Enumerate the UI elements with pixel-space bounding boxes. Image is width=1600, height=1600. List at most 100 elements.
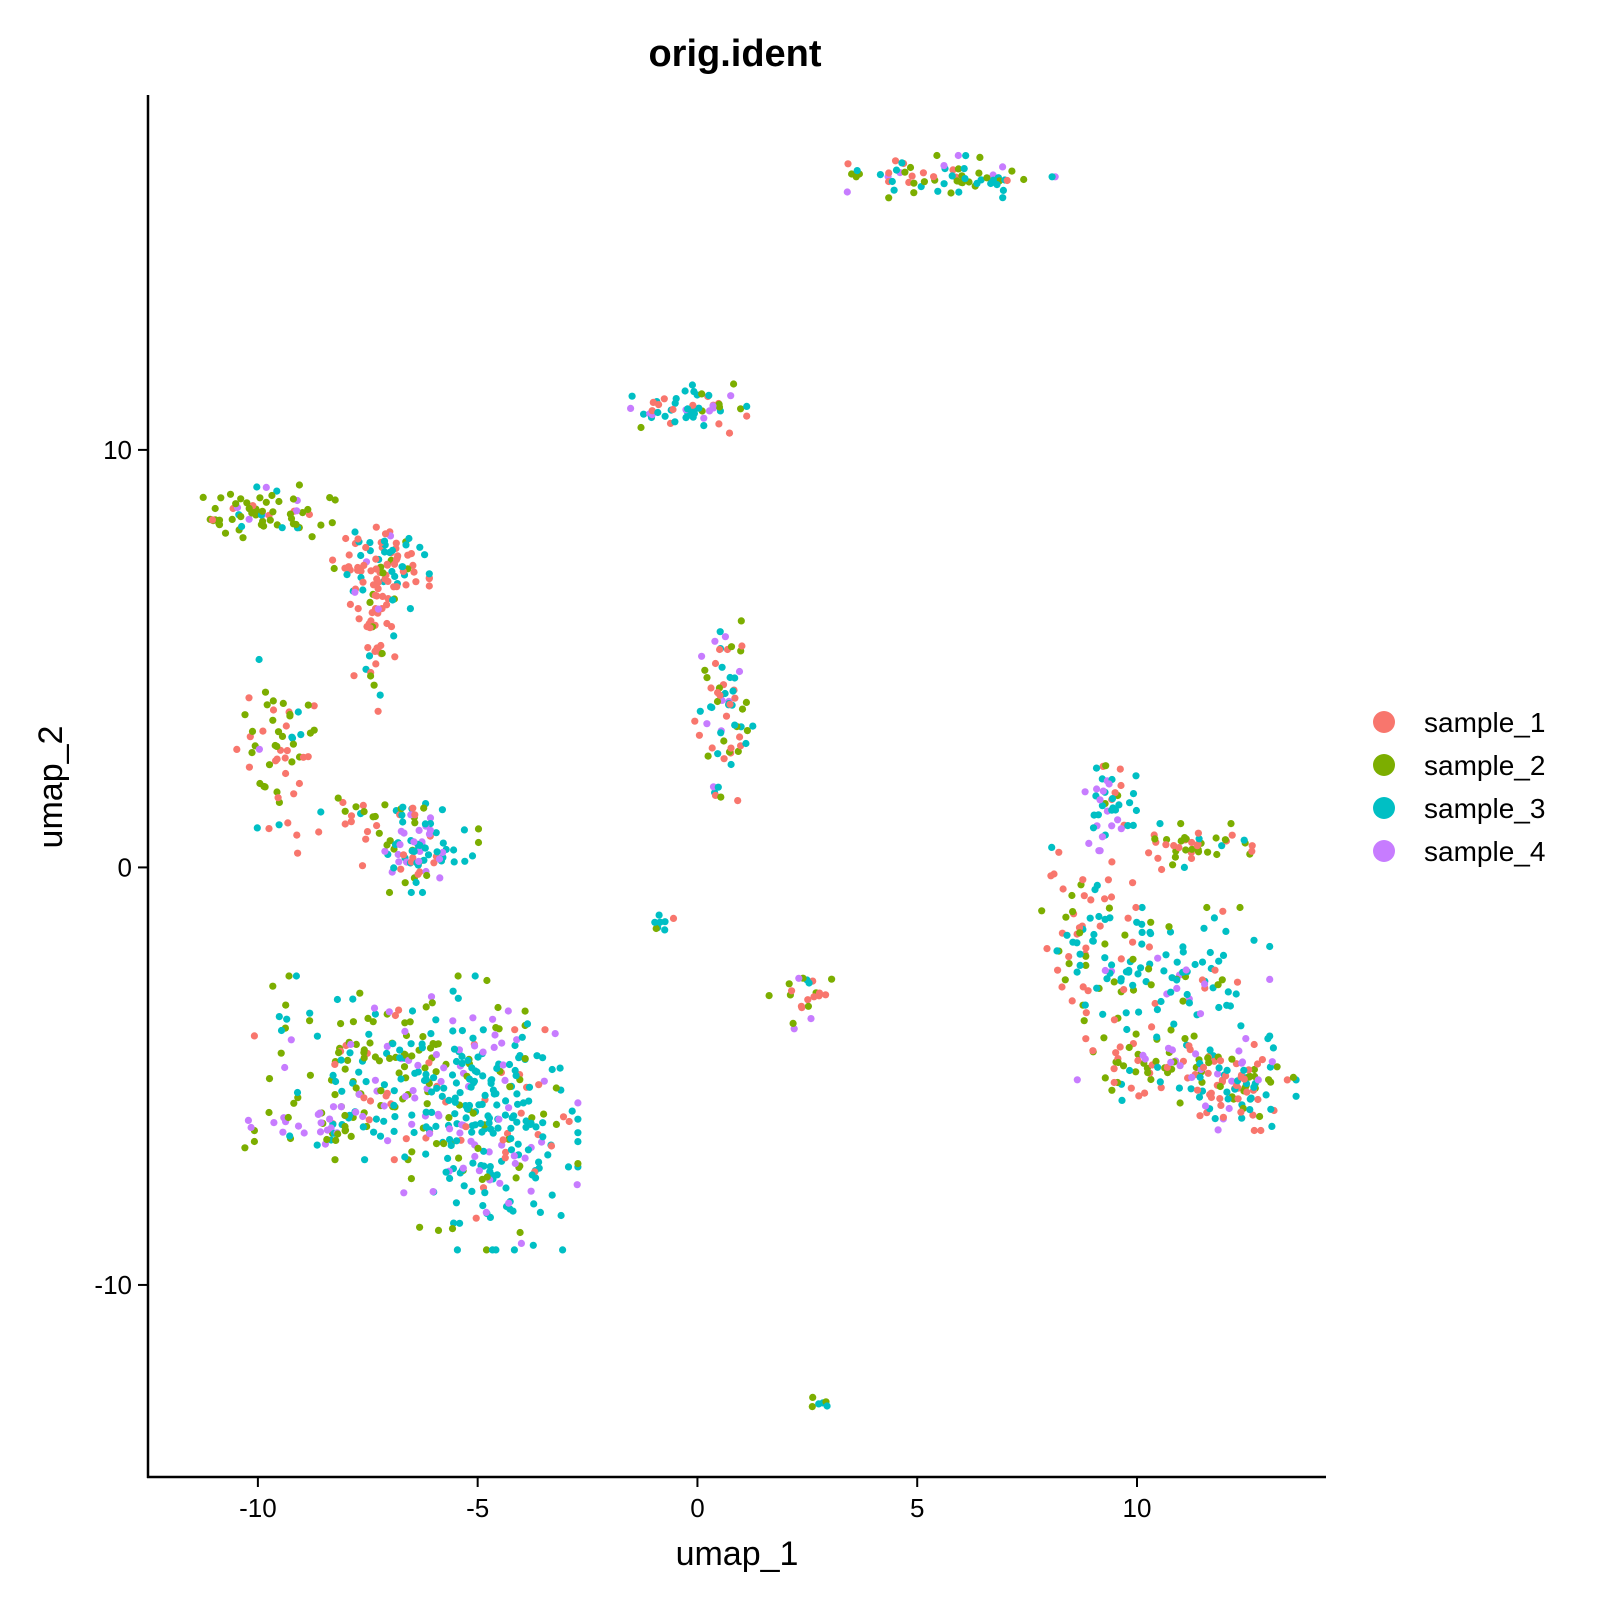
data-point-sample_1 xyxy=(1075,924,1084,932)
data-point-sample_3 xyxy=(518,1033,526,1041)
data-point-sample_1 xyxy=(250,1032,258,1040)
data-point-sample_1 xyxy=(366,1097,375,1105)
data-point-sample_3 xyxy=(1101,915,1109,924)
data-point-sample_2 xyxy=(408,1148,416,1156)
data-point-sample_3 xyxy=(1108,961,1116,969)
data-point-sample_4 xyxy=(491,1031,499,1039)
data-point-sample_2 xyxy=(1177,820,1185,828)
data-point-sample_1 xyxy=(1079,876,1087,884)
data-point-sample_2 xyxy=(954,165,963,173)
data-point-sample_4 xyxy=(521,1154,529,1162)
data-point-sample_1 xyxy=(354,535,362,543)
data-point-sample_2 xyxy=(516,1228,524,1237)
data-point-sample_1 xyxy=(1124,914,1132,922)
data-point-sample_3 xyxy=(1191,960,1199,969)
data-point-sample_1 xyxy=(347,812,356,820)
data-point-sample_3 xyxy=(1179,948,1187,956)
data-point-sample_4 xyxy=(383,1042,391,1050)
data-point-sample_1 xyxy=(383,601,391,609)
data-point-sample_2 xyxy=(407,1175,415,1183)
data-point-sample_3 xyxy=(333,995,341,1004)
data-point-sample_3 xyxy=(1076,961,1084,970)
data-point-sample_3 xyxy=(529,1241,537,1249)
data-point-sample_2 xyxy=(262,498,270,506)
data-point-sample_3 xyxy=(493,1064,501,1072)
data-point-sample_1 xyxy=(1110,1078,1118,1087)
data-point-sample_3 xyxy=(461,857,469,865)
data-point-sample_4 xyxy=(703,720,711,728)
data-point-sample_1 xyxy=(304,753,312,761)
data-point-sample_3 xyxy=(1250,1083,1258,1091)
data-point-sample_1 xyxy=(1196,1112,1204,1120)
data-point-sample_4 xyxy=(326,1115,334,1123)
data-point-sample_2 xyxy=(1082,961,1090,970)
data-point-sample_2 xyxy=(432,1140,441,1148)
data-point-sample_3 xyxy=(418,1044,426,1052)
data-point-sample_3 xyxy=(422,1150,430,1158)
legend-swatch xyxy=(1373,711,1395,733)
legend-swatch xyxy=(1373,754,1395,776)
data-point-sample_4 xyxy=(1238,1059,1246,1067)
data-point-sample_3 xyxy=(1090,930,1098,939)
data-point-sample_2 xyxy=(1147,981,1155,989)
data-point-sample_1 xyxy=(1108,858,1116,866)
data-point-sample_3 xyxy=(337,1056,345,1064)
data-point-sample_2 xyxy=(277,1049,285,1057)
data-point-sample_3 xyxy=(1162,951,1170,959)
data-point-sample_1 xyxy=(1234,1095,1242,1103)
data-point-sample_2 xyxy=(1068,891,1076,900)
data-point-sample_1 xyxy=(1237,1108,1245,1116)
data-point-sample_2 xyxy=(1020,175,1028,184)
data-point-sample_2 xyxy=(341,1111,349,1120)
x-tick-label: 10 xyxy=(1123,1493,1152,1523)
data-point-sample_3 xyxy=(433,1084,441,1092)
data-point-sample_3 xyxy=(458,1027,466,1035)
data-point-sample_1 xyxy=(1193,1086,1202,1094)
data-point-sample_3 xyxy=(962,152,970,160)
data-point-sample_2 xyxy=(323,1135,331,1144)
data-point-sample_3 xyxy=(1224,988,1232,996)
data-point-sample_3 xyxy=(253,824,261,832)
data-point-sample_3 xyxy=(535,1158,543,1166)
data-point-sample_3 xyxy=(1262,1091,1270,1099)
data-point-sample_3 xyxy=(372,1115,380,1123)
data-point-sample_1 xyxy=(293,831,301,839)
data-point-sample_2 xyxy=(1102,762,1110,770)
data-point-sample_1 xyxy=(734,797,742,805)
data-point-sample_3 xyxy=(317,808,325,816)
data-point-sample_2 xyxy=(256,779,264,788)
data-point-sample_2 xyxy=(737,617,745,625)
data-point-sample_2 xyxy=(734,747,742,756)
data-point-sample_3 xyxy=(238,522,246,531)
data-point-sample_4 xyxy=(314,1110,322,1118)
data-point-sample_2 xyxy=(261,688,270,696)
data-point-sample_2 xyxy=(1236,903,1244,912)
data-point-sample_4 xyxy=(1098,833,1106,841)
data-point-sample_2 xyxy=(727,643,736,651)
data-point-sample_1 xyxy=(1129,879,1137,887)
data-point-sample_3 xyxy=(451,1098,459,1106)
data-point-sample_1 xyxy=(1243,1088,1251,1096)
data-point-sample_3 xyxy=(1073,939,1081,947)
data-point-sample_2 xyxy=(717,793,725,801)
data-point-sample_1 xyxy=(393,554,401,562)
data-point-sample_3 xyxy=(293,1088,302,1097)
data-point-sample_1 xyxy=(1127,1084,1135,1092)
data-point-sample_4 xyxy=(1108,822,1116,830)
data-point-sample_2 xyxy=(910,179,918,187)
data-point-sample_1 xyxy=(273,755,281,763)
data-point-sample_3 xyxy=(1292,1092,1300,1100)
data-point-sample_1 xyxy=(358,862,367,870)
data-point-sample_3 xyxy=(510,1246,518,1254)
data-point-sample_1 xyxy=(1117,955,1125,963)
data-point-sample_1 xyxy=(788,987,796,995)
data-point-sample_4 xyxy=(698,652,706,660)
data-point-sample_2 xyxy=(1256,1112,1264,1121)
data-point-sample_4 xyxy=(475,1167,483,1175)
data-point-sample_2 xyxy=(341,807,349,815)
data-point-sample_2 xyxy=(478,1175,486,1183)
data-point-sample_3 xyxy=(1156,1078,1164,1086)
data-point-sample_3 xyxy=(478,1100,486,1108)
data-point-sample_2 xyxy=(434,1226,443,1234)
data-point-sample_3 xyxy=(406,605,414,613)
